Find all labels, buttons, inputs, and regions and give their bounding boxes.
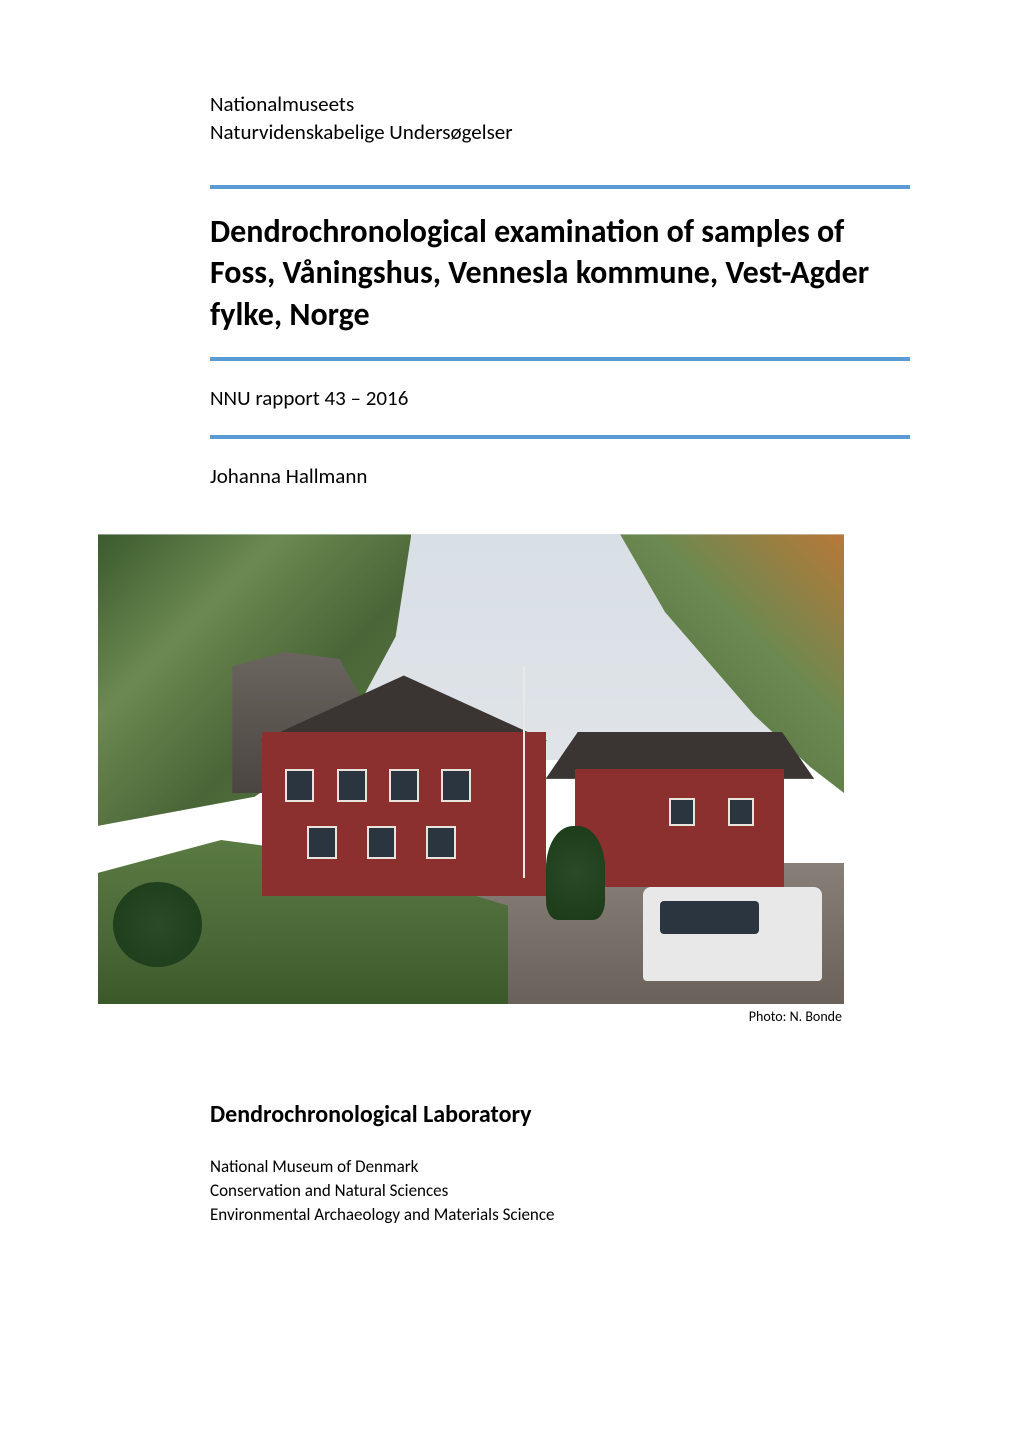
divider-rule xyxy=(210,185,910,189)
photo-window xyxy=(285,769,315,802)
photo-house-main xyxy=(262,732,545,897)
photo-window xyxy=(669,798,695,826)
photo-bush xyxy=(113,882,203,967)
org-line-2: Naturvidenskabelige Undersøgelser xyxy=(210,118,910,146)
photo-car-window xyxy=(660,901,758,934)
organization-header: Nationalmuseets Naturvidenskabelige Unde… xyxy=(210,90,910,147)
report-number: NNU rapport 43 – 2016 xyxy=(210,385,910,411)
laboratory-heading: Dendrochronological Laboratory xyxy=(210,1100,910,1129)
photo-flagpole xyxy=(523,666,525,878)
footer-line-1: National Museum of Denmark xyxy=(210,1155,910,1179)
document-page: Nationalmuseets Naturvidenskabelige Unde… xyxy=(0,0,1020,1287)
photo-window xyxy=(426,826,456,859)
photo-window xyxy=(441,769,471,802)
cover-photo xyxy=(98,534,844,1004)
photo-window xyxy=(728,798,754,826)
photo-car xyxy=(643,887,822,981)
photo-window xyxy=(337,769,367,802)
author-name: Johanna Hallmann xyxy=(210,463,910,489)
photo-section: Photo: N. Bonde xyxy=(98,534,910,1025)
footer-line-3: Environmental Archaeology and Materials … xyxy=(210,1203,910,1227)
photo-credit: Photo: N. Bonde xyxy=(98,1008,842,1025)
photo-window xyxy=(367,826,397,859)
document-title: Dendrochronological examination of sampl… xyxy=(210,211,910,336)
photo-window xyxy=(389,769,419,802)
photo-house-right xyxy=(575,769,784,887)
org-line-1: Nationalmuseets xyxy=(210,90,910,118)
footer-info: National Museum of Denmark Conservation … xyxy=(210,1155,910,1226)
footer-line-2: Conservation and Natural Sciences xyxy=(210,1179,910,1203)
photo-window xyxy=(307,826,337,859)
divider-rule xyxy=(210,357,910,361)
photo-bush xyxy=(546,826,606,920)
divider-rule xyxy=(210,435,910,439)
